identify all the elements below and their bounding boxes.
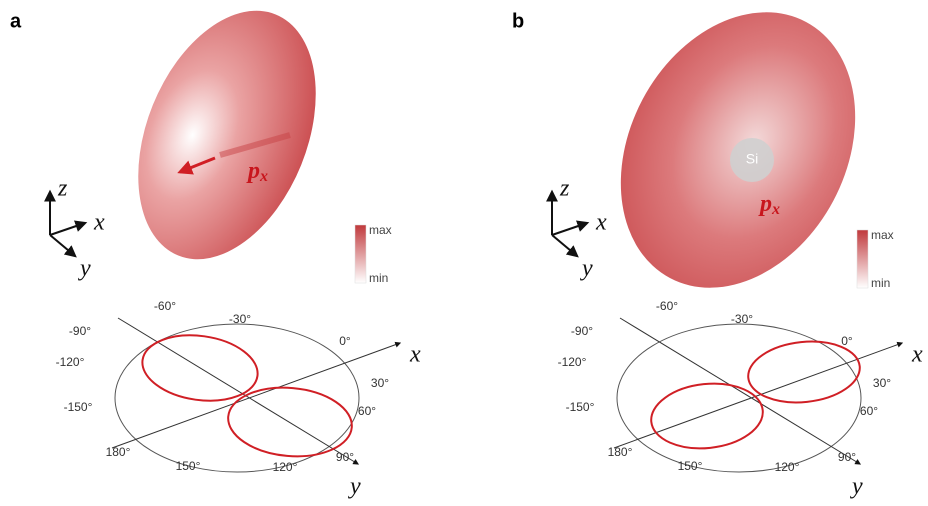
lobe (648, 378, 766, 453)
polar-x-label: x (911, 342, 923, 368)
frame-x-label: x (595, 210, 607, 236)
angle-label: -150° (64, 400, 93, 414)
panel-label: b (512, 10, 524, 32)
angle-label: 150° (176, 459, 201, 473)
angle-label: -150° (566, 400, 595, 414)
colorbar (857, 230, 868, 288)
panel: apxzxymaxmin-90°-60°-30°0°30°60°90°120°1… (10, 0, 421, 500)
angle-label: -30° (229, 312, 251, 326)
angle-label: -60° (656, 299, 678, 313)
angle-label: 150° (678, 459, 703, 473)
polar-x-label: x (409, 342, 421, 368)
polar-y-label: y (348, 474, 361, 500)
angle-label: 90° (336, 450, 354, 464)
angle-label: 30° (873, 376, 891, 390)
atom-label: Si (746, 151, 758, 167)
panel: bSipxzxymaxmin-90°-60°-30°0°30°60°90°120… (512, 0, 923, 500)
angle-label: 180° (608, 445, 633, 459)
angle-label: 120° (775, 460, 800, 474)
angle-label: -90° (69, 324, 91, 338)
dipole-sub: x (259, 168, 268, 185)
angle-label: 90° (838, 450, 856, 464)
angle-label: -120° (558, 355, 587, 369)
angle-label: 30° (371, 376, 389, 390)
dipole-symbol: p (758, 191, 772, 217)
angle-label: -120° (56, 355, 85, 369)
panel-label: a (10, 10, 22, 32)
angle-label: -90° (571, 324, 593, 338)
colorbar (355, 225, 366, 283)
frame-z-label: z (57, 176, 68, 202)
dipole-symbol: p (246, 158, 260, 184)
frame-y (50, 235, 75, 256)
angle-label: 120° (273, 460, 298, 474)
frame-y (552, 235, 577, 256)
colorbar-min: min (871, 276, 890, 290)
frame-x (552, 223, 587, 235)
frame-x (50, 223, 85, 235)
angle-label: -60° (154, 299, 176, 313)
frame-x-label: x (93, 210, 105, 236)
polar-x-axis (112, 343, 400, 448)
figure: apxzxymaxmin-90°-60°-30°0°30°60°90°120°1… (0, 0, 928, 501)
angle-label: 0° (339, 334, 351, 348)
polar-y-axis (118, 318, 358, 464)
colorbar-min: min (369, 271, 388, 285)
angle-label: 180° (106, 445, 131, 459)
polar-y-axis (620, 318, 860, 464)
dipole-sub: x (771, 201, 780, 218)
frame-z-label: z (559, 176, 570, 202)
angle-label: 0° (841, 334, 853, 348)
colorbar-max: max (871, 228, 894, 242)
colorbar-max: max (369, 223, 392, 237)
ellipsoid (104, 0, 350, 286)
angle-label: -30° (731, 312, 753, 326)
frame-y-label: y (78, 256, 91, 282)
angle-label: 60° (860, 404, 878, 418)
frame-y-label: y (580, 256, 593, 282)
angle-label: 60° (358, 404, 376, 418)
polar-y-label: y (850, 474, 863, 500)
